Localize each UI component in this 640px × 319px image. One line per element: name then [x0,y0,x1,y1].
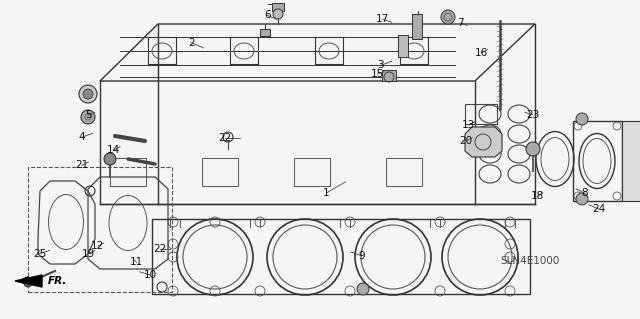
Circle shape [104,153,116,165]
Text: 22: 22 [154,244,166,255]
Text: 3: 3 [378,60,384,70]
Text: 18: 18 [531,191,544,201]
Bar [386,158,422,186]
Bar [382,70,396,81]
Text: 7: 7 [458,18,464,28]
Circle shape [273,9,283,19]
Polygon shape [15,275,42,287]
Circle shape [576,113,588,125]
Bar [398,35,408,57]
Text: 16: 16 [475,48,488,58]
Bar [260,29,270,36]
Circle shape [576,193,588,205]
Bar [28,167,172,292]
Text: 8: 8 [581,188,588,198]
Circle shape [357,283,369,295]
Polygon shape [465,127,502,157]
Circle shape [83,89,93,99]
Bar [110,158,146,186]
Bar [573,121,622,201]
Text: 9: 9 [358,251,365,261]
Text: 1: 1 [323,188,330,198]
Text: 4: 4 [79,132,85,142]
Text: 2: 2 [189,38,195,48]
Text: 13: 13 [462,120,475,130]
Text: 5: 5 [85,110,92,120]
Circle shape [24,279,32,287]
Text: 20: 20 [460,136,472,146]
Circle shape [526,142,540,156]
Text: 17: 17 [376,14,389,24]
Text: 11: 11 [130,257,143,267]
Text: 6: 6 [264,10,271,20]
Bar [272,3,284,11]
Text: SLN4E1000: SLN4E1000 [500,256,560,266]
Bar [412,14,422,39]
Text: 10: 10 [144,270,157,280]
Bar [622,121,640,201]
Text: 12: 12 [92,241,104,251]
Text: 19: 19 [82,249,95,259]
Text: 24: 24 [592,204,605,214]
Circle shape [441,10,455,24]
Bar [152,219,530,294]
Text: 15: 15 [371,69,384,79]
Bar [202,158,238,186]
Text: 23: 23 [526,110,539,120]
Text: 25: 25 [33,249,46,259]
Circle shape [81,110,95,124]
Bar [465,104,497,124]
Circle shape [79,85,97,103]
Text: 22: 22 [219,133,232,143]
Text: FR.: FR. [48,276,67,286]
Text: 14: 14 [108,145,120,155]
Bar [294,158,330,186]
Text: 21: 21 [76,160,88,170]
